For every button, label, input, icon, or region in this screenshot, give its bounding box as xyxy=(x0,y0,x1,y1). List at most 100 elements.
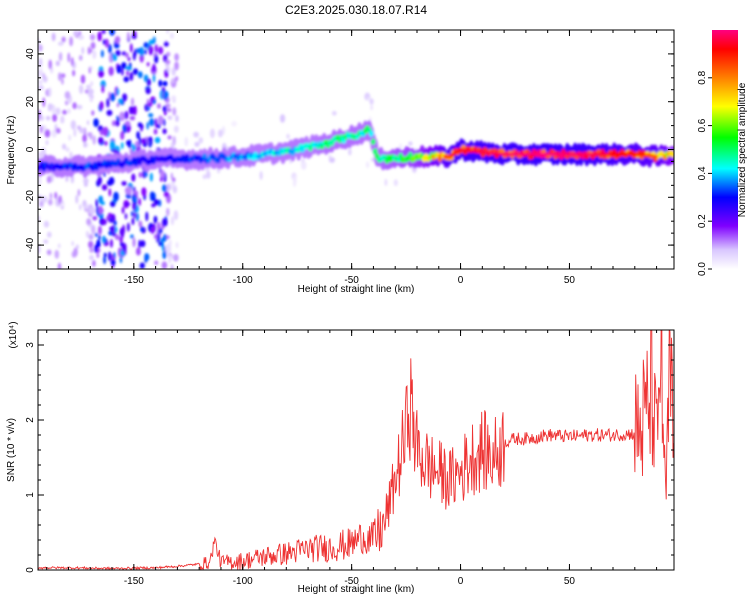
spectrogram-noise-speck xyxy=(123,246,127,256)
spectrogram-noise-speck xyxy=(151,226,155,235)
spectrogram-noise-speck xyxy=(116,102,120,108)
spectrogram-noise-speck xyxy=(408,141,413,146)
spectrogram-noise-speck xyxy=(163,41,169,47)
spectrogram-noise-speck xyxy=(57,262,62,269)
spectrogram-noise-speck xyxy=(77,188,81,197)
spectrogram-noise-speck xyxy=(144,49,147,55)
spectrogram-noise-speck xyxy=(171,95,177,101)
spectrogram-noise-speck xyxy=(171,177,176,183)
spectrogram-noise-speck xyxy=(46,249,52,256)
spectrogram-noise-speck xyxy=(94,232,98,237)
spectrogram-noise-speck xyxy=(139,46,144,57)
spectrogram-noise-speck xyxy=(95,198,99,209)
spectrogram-noise-speck xyxy=(149,172,153,182)
spectrogram-noise-speck xyxy=(166,107,172,113)
spectrogram-noise-speck xyxy=(112,54,117,62)
spectrogram-noise-speck xyxy=(329,157,335,163)
spectrogram-noise-speck xyxy=(48,87,52,97)
snr-xtick-label: 50 xyxy=(564,576,576,587)
spectrogram-noise-speck xyxy=(113,252,116,258)
spectrogram-noise-speck xyxy=(124,213,128,220)
spectrogram-noise-speck xyxy=(67,52,71,63)
spectrogram-noise-speck xyxy=(154,137,161,144)
spectrogram-noise-speck xyxy=(101,184,108,191)
spectrogram-noise-speck xyxy=(43,220,50,228)
spectrogram-noise-speck xyxy=(77,125,82,130)
spectrogram-noise-speck xyxy=(60,202,65,208)
spectrogram-noise-speck xyxy=(121,206,125,214)
spectrogram-noise-speck xyxy=(162,105,167,113)
spectrogram-noise-speck xyxy=(51,129,57,138)
spectrogram-noise-speck xyxy=(49,192,53,200)
spectrogram-noise-speck xyxy=(85,230,90,238)
spectrogram-noise-speck xyxy=(98,205,103,215)
snr-xtick-label: 0 xyxy=(458,576,464,587)
spectrogram-noise-speck xyxy=(152,36,156,45)
spectrogram-noise-speck xyxy=(129,43,133,53)
spectrogram-noise-speck xyxy=(42,72,46,80)
spectrogram-noise-speck xyxy=(154,54,159,64)
spectrogram-noise-speck xyxy=(83,182,88,187)
spectrogram-noise-speck xyxy=(61,36,66,43)
spectrogram-noise-speck xyxy=(109,226,113,231)
spectrogram-xtick-label: -150 xyxy=(124,275,144,286)
spectrogram-noise-speck xyxy=(145,87,151,95)
snr-series-line xyxy=(38,330,674,570)
spectrogram-noise-speck xyxy=(293,175,297,184)
spectrogram-noise-speck xyxy=(136,131,140,139)
spectrogram-noise-speck xyxy=(108,176,115,185)
spectrogram-noise-speck xyxy=(88,240,94,249)
spectrogram-noise-speck xyxy=(167,135,172,140)
spectrogram-noise-speck xyxy=(202,174,207,180)
spectrogram-noise-speck xyxy=(121,228,125,239)
spectrogram-noise-speck xyxy=(148,113,154,118)
spectrogram-xtick-label: -100 xyxy=(233,275,253,286)
spectrogram-noise-speck xyxy=(89,131,93,140)
spectrogram-noise-speck xyxy=(393,179,398,187)
spectrogram-noise-speck xyxy=(97,31,102,42)
spectrogram-noise-speck xyxy=(122,123,127,134)
colorbar-gradient xyxy=(712,30,738,269)
spectrogram-noise-speck xyxy=(115,119,120,127)
spectrogram-noise-speck xyxy=(48,198,53,206)
spectrogram-noise-speck xyxy=(173,210,179,221)
colorbar-tick-label: 0.0 xyxy=(697,262,708,276)
spectrogram-noise-speck xyxy=(126,31,130,42)
spectrogram-noise-speck xyxy=(89,206,95,215)
spectrogram-noise-speck xyxy=(93,118,99,128)
spectrogram-noise-speck xyxy=(38,85,44,91)
spectrogram-noise-speck xyxy=(153,199,160,206)
spectrogram-noise-speck xyxy=(209,128,215,139)
spectrogram-noise-speck xyxy=(169,32,174,39)
spectrogram-noise-speck xyxy=(45,140,49,145)
spectrogram-noise-speck xyxy=(120,142,124,150)
spectrogram-noise-speck xyxy=(113,191,119,202)
spectrogram-noise-speck xyxy=(331,110,337,116)
spectrogram-noise-speck xyxy=(38,244,41,255)
spectrogram-noise-speck xyxy=(65,147,70,152)
spectrogram-noise-speck xyxy=(144,253,150,261)
spectrogram-noise-speck xyxy=(73,247,78,257)
spectrogram-noise-speck xyxy=(365,161,370,169)
spectrogram-noise-speck xyxy=(39,125,43,134)
spectrogram-noise-speck xyxy=(38,57,43,68)
spectrogram-noise-speck xyxy=(123,76,130,83)
spectrogram-noise-speck xyxy=(398,143,403,150)
spectrogram-noise-speck xyxy=(194,141,200,147)
spectrogram-noise-speck xyxy=(76,104,83,110)
spectrogram-noise-speck xyxy=(55,127,61,134)
spectrogram-noise-speck xyxy=(64,91,71,100)
spectrogram-noise-speck xyxy=(132,68,139,75)
spectrogram-noise-speck xyxy=(42,97,46,108)
spectrogram-noise-speck xyxy=(156,103,162,109)
spectrogram-noise-speck xyxy=(163,191,170,198)
spectrogram-noise-speck xyxy=(152,63,156,73)
spectrogram-noise-speck xyxy=(167,115,173,120)
spectrogram-noise-speck xyxy=(87,88,94,95)
spectrogram-noise-speck xyxy=(131,173,136,182)
spectrogram-noise-speck xyxy=(125,66,132,71)
spectrogram-noise-speck xyxy=(90,81,94,87)
spectrogram-noise-speck xyxy=(148,118,155,127)
spectrogram-noise-speck xyxy=(171,67,176,76)
spectrogram-noise-speck xyxy=(102,39,106,45)
